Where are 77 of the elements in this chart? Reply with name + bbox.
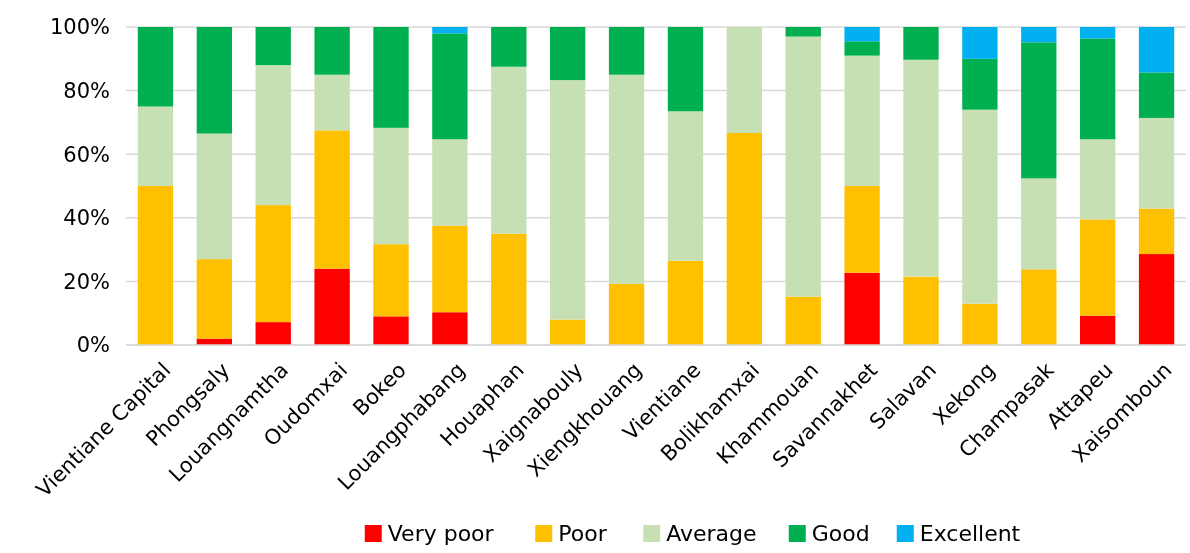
bar	[1138, 72, 1175, 118]
bar	[903, 276, 939, 345]
bar	[255, 322, 291, 345]
bar	[550, 80, 586, 320]
bar	[1080, 38, 1116, 140]
bar	[491, 27, 527, 67]
bar	[137, 106, 174, 186]
bar	[255, 205, 291, 323]
bar	[1080, 219, 1116, 316]
bar	[314, 130, 350, 269]
bar	[255, 27, 291, 66]
bar	[903, 59, 939, 277]
bar	[844, 27, 880, 42]
y-tick-label: 80%	[63, 78, 110, 103]
bar	[550, 27, 586, 81]
y-tick-label: 0%	[76, 333, 110, 358]
bar	[373, 27, 409, 128]
bar	[785, 27, 821, 37]
bar	[844, 41, 880, 56]
bar	[137, 186, 174, 345]
bar	[1138, 117, 1175, 209]
bar	[1021, 42, 1057, 179]
bar	[1021, 27, 1057, 43]
bar	[1138, 27, 1175, 73]
y-tick-label: 40%	[63, 206, 110, 231]
bar	[432, 225, 468, 313]
bar	[1021, 269, 1057, 345]
bar	[314, 268, 350, 345]
bar	[314, 74, 350, 131]
legend-label: Poor	[558, 521, 608, 546]
bar	[667, 111, 704, 261]
bar	[785, 296, 821, 345]
bar	[373, 316, 409, 345]
bar	[196, 133, 232, 260]
bar	[962, 109, 998, 304]
bar	[491, 233, 527, 345]
bar	[844, 272, 880, 345]
legend-label: Very poor	[387, 521, 495, 546]
bar	[432, 33, 468, 140]
bar	[962, 303, 998, 345]
legend-label: Average	[666, 521, 757, 546]
y-tick-label: 60%	[63, 142, 110, 167]
bar	[608, 74, 645, 284]
bar	[1138, 254, 1175, 345]
bar	[844, 55, 880, 186]
bar	[1138, 208, 1175, 255]
bar	[726, 132, 762, 345]
bar	[844, 186, 880, 273]
y-tick-label: 20%	[63, 269, 110, 294]
bar	[373, 244, 409, 317]
bar	[608, 27, 645, 75]
bar	[667, 260, 704, 345]
bar	[1021, 178, 1057, 270]
bar	[491, 66, 527, 234]
bar	[196, 27, 232, 134]
bar	[1080, 315, 1116, 345]
bar	[255, 65, 291, 206]
bar	[785, 36, 821, 297]
bar	[1080, 139, 1116, 220]
bar	[1080, 27, 1116, 39]
bar	[608, 283, 645, 345]
bar	[903, 27, 939, 60]
bar	[726, 27, 762, 133]
bar	[667, 27, 704, 112]
legend-label: Excellent	[919, 521, 1021, 546]
bar	[373, 127, 409, 245]
legend-label: Good	[811, 521, 870, 546]
bar	[550, 319, 586, 345]
y-tick-label: 100%	[49, 15, 110, 40]
bar	[196, 259, 232, 339]
bar	[962, 58, 998, 110]
bar	[314, 27, 350, 75]
bar	[432, 139, 468, 226]
bar	[137, 27, 174, 107]
bar	[962, 27, 998, 59]
bar	[432, 27, 468, 34]
bar	[432, 312, 468, 345]
